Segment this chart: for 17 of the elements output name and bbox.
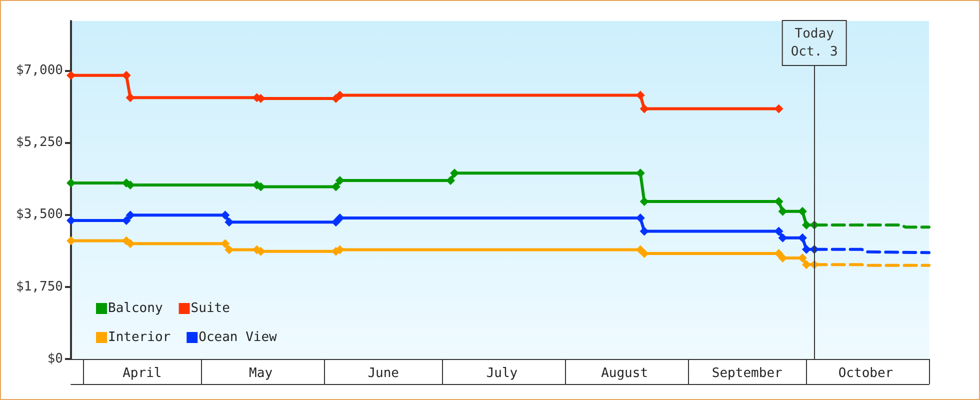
y-tick-label: $5,250 xyxy=(16,135,63,150)
x-tick-label: April xyxy=(122,366,162,381)
x-tick-label: August xyxy=(601,366,648,381)
y-tick-label: $3,500 xyxy=(16,207,63,222)
y-tick-label: $7,000 xyxy=(16,62,63,78)
legend-label: Ocean View xyxy=(198,330,278,345)
x-tick-label: September xyxy=(712,366,783,381)
legend-label: Balcony xyxy=(108,301,163,316)
legend-label: Interior xyxy=(108,330,171,345)
ref-line-label: Today Oct. 3 xyxy=(790,26,838,60)
y-tick-label: $0 xyxy=(47,352,63,366)
x-tick-label: June xyxy=(368,366,400,381)
x-tick-label: July xyxy=(486,366,518,381)
y-tick-label: $1,750 xyxy=(16,279,63,294)
x-tick-label: May xyxy=(249,366,273,381)
legend-label: Suite xyxy=(190,301,230,316)
x-tick-label: October xyxy=(838,366,894,381)
